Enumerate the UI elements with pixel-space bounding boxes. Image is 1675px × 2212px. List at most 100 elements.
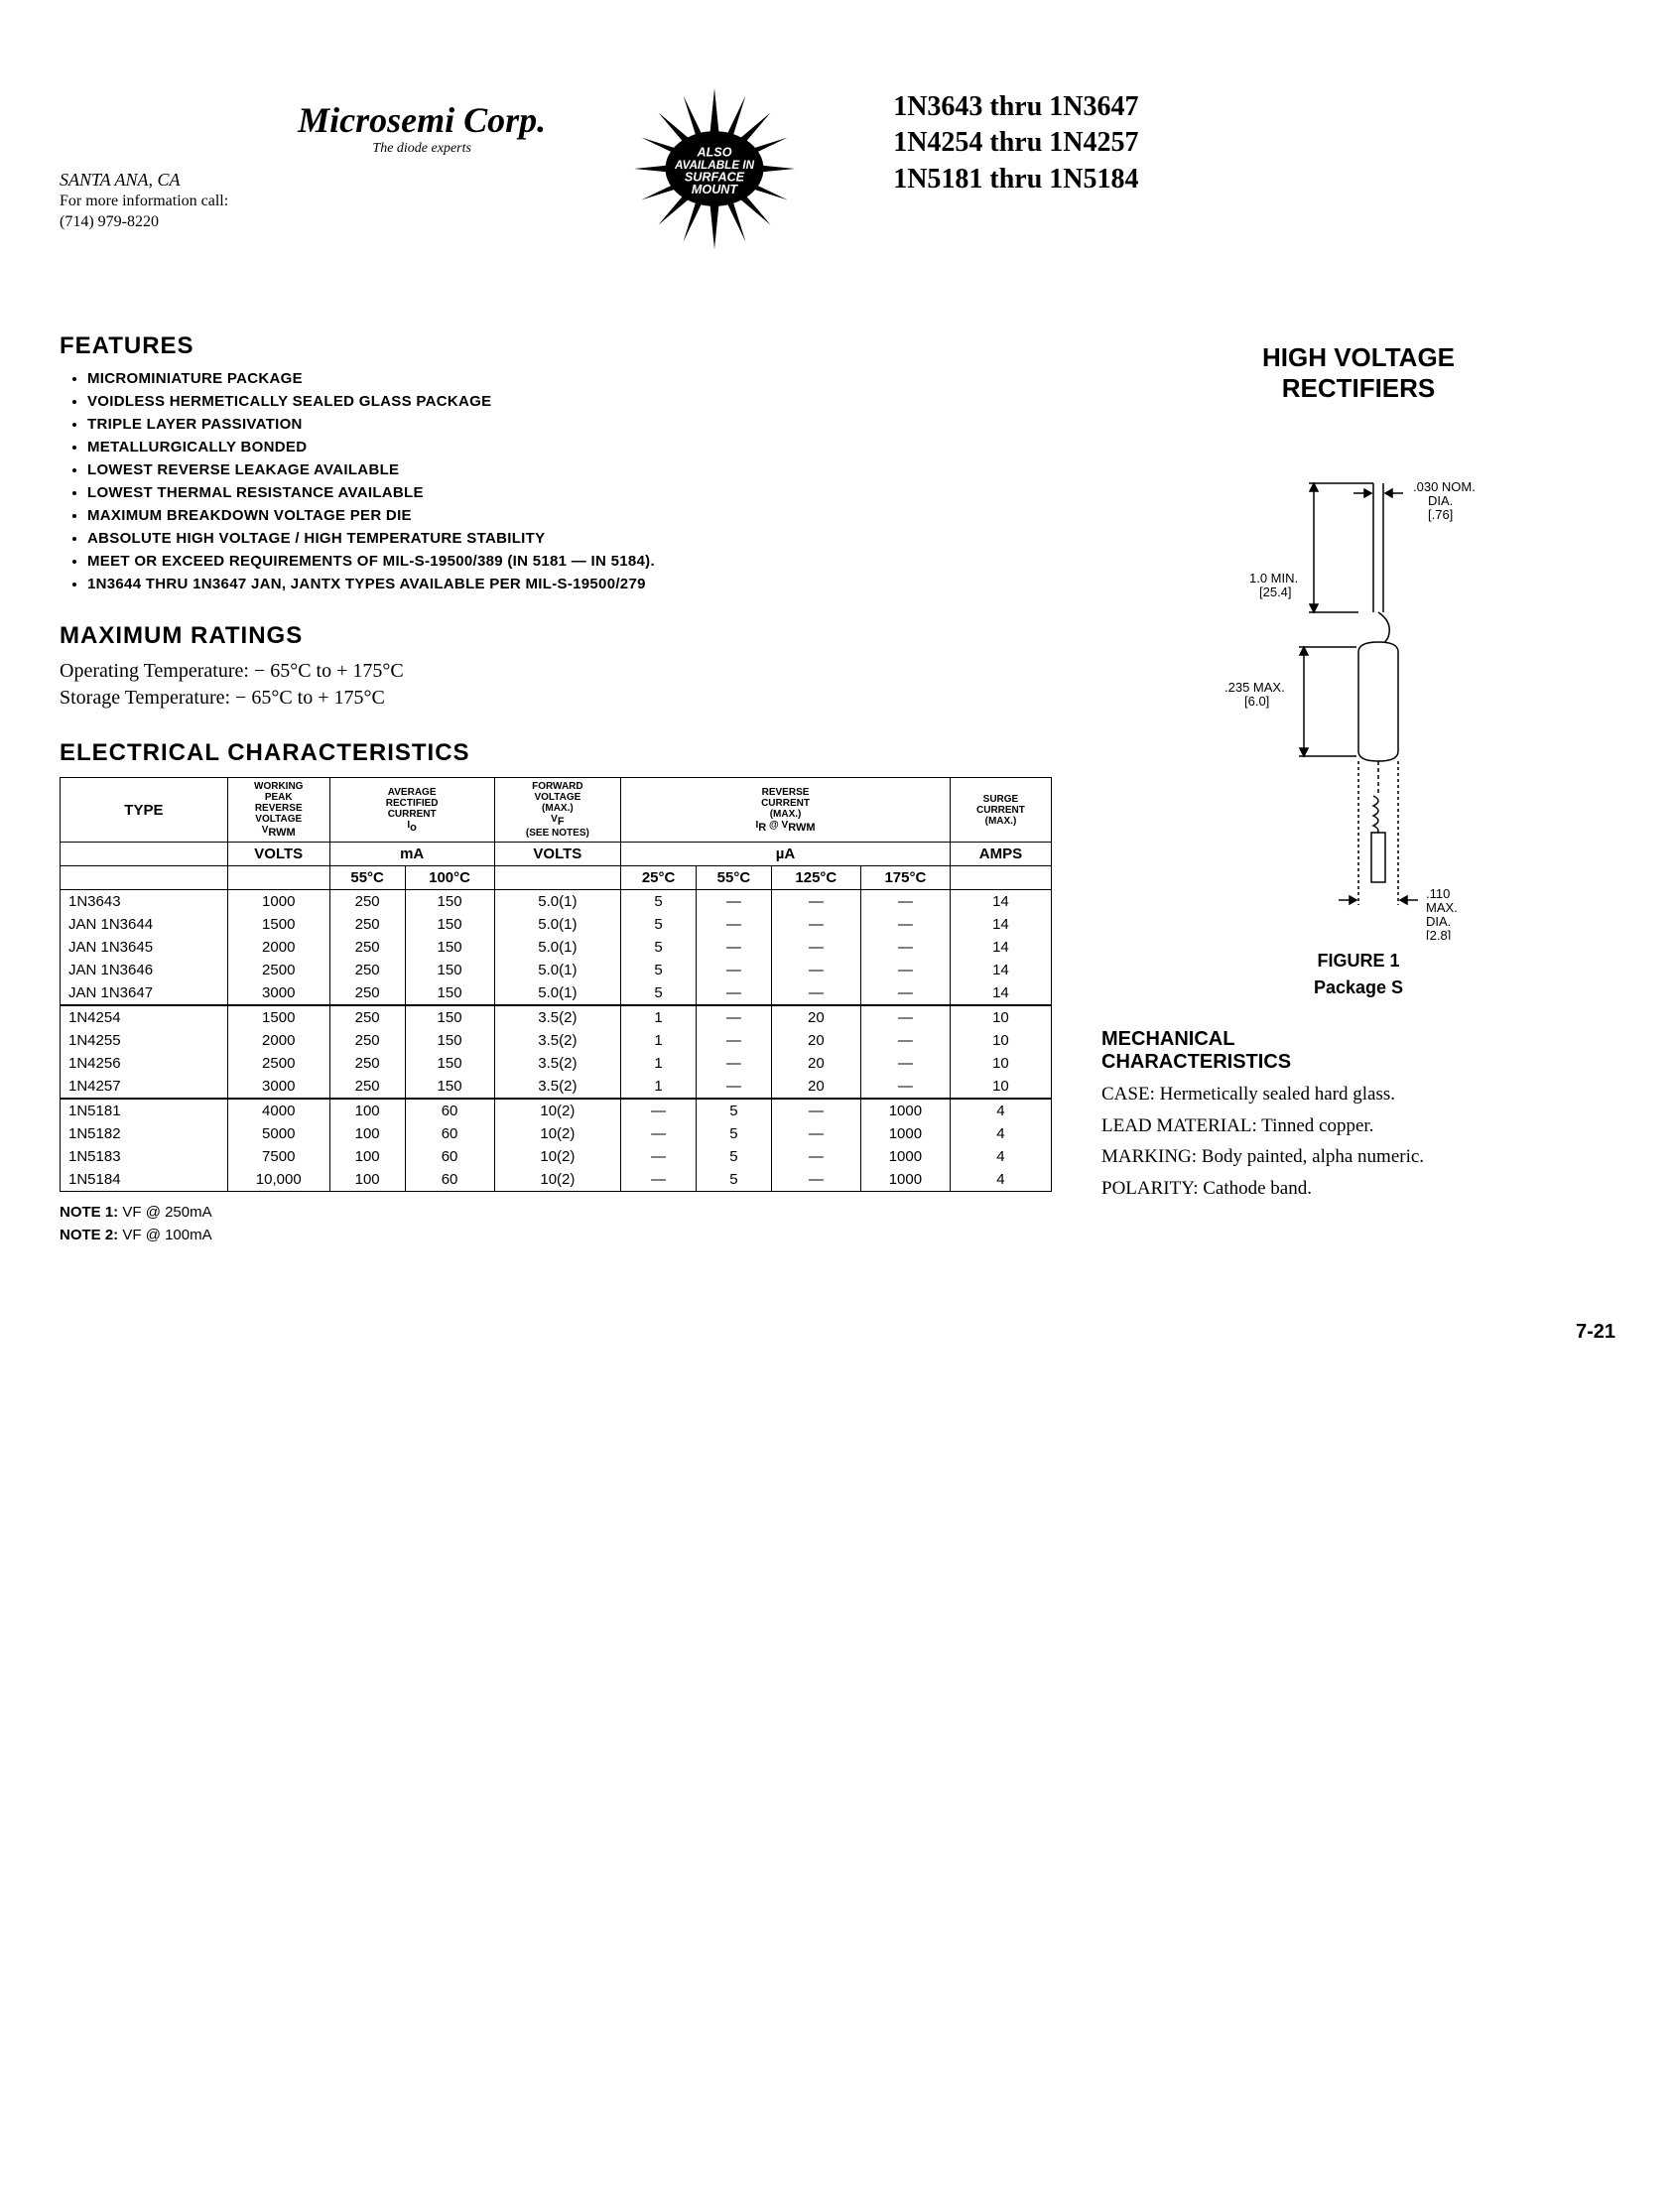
mech-marking: MARKING: Body painted, alpha numeric.: [1101, 1144, 1615, 1170]
table-cell: 250: [329, 890, 405, 914]
table-cell: JAN 1N3645: [61, 936, 228, 959]
table-cell: 1: [621, 1005, 697, 1029]
table-cell: 1000: [860, 1122, 950, 1145]
table-cell: 4000: [227, 1099, 329, 1122]
table-cell: 250: [329, 959, 405, 981]
table-cell: 150: [405, 959, 494, 981]
table-cell: 5.0(1): [494, 913, 621, 936]
table-cell: 14: [950, 913, 1051, 936]
table-cell: 10,000: [227, 1168, 329, 1192]
table-row: 1N425520002501503.5(2)1—20—10: [61, 1029, 1052, 1052]
unit-ma: mA: [329, 843, 494, 866]
table-cell: —: [621, 1122, 697, 1145]
table-cell: 100: [329, 1145, 405, 1168]
figure-caption-2: Package S: [1101, 977, 1615, 998]
table-row: JAN 1N364625002501505.0(1)5———14: [61, 959, 1052, 981]
table-cell: 7500: [227, 1145, 329, 1168]
table-cell: 150: [405, 981, 494, 1005]
table-cell: 3.5(2): [494, 1075, 621, 1099]
svg-text:MOUNT: MOUNT: [692, 183, 738, 196]
table-cell: 5.0(1): [494, 936, 621, 959]
table-cell: 10: [950, 1052, 1051, 1075]
table-cell: 3.5(2): [494, 1029, 621, 1052]
table-cell: 3.5(2): [494, 1052, 621, 1075]
table-cell: 10(2): [494, 1099, 621, 1122]
table-cell: 1N4255: [61, 1029, 228, 1052]
table-cell: —: [771, 959, 860, 981]
table-cell: —: [860, 936, 950, 959]
svg-text:ALSO: ALSO: [697, 145, 732, 159]
table-cell: 250: [329, 1029, 405, 1052]
table-cell: 1N5181: [61, 1099, 228, 1122]
table-cell: 3000: [227, 1075, 329, 1099]
address-info-line: For more information call:: [60, 192, 228, 212]
table-cell: —: [697, 959, 772, 981]
note-1: NOTE 1: VF @ 250mA: [60, 1204, 1052, 1221]
temp-55b: 55°C: [697, 866, 772, 890]
temp-blank3: [494, 866, 621, 890]
table-cell: 5.0(1): [494, 981, 621, 1005]
max-ratings-section: MAXIMUM RATINGS Operating Temperature: −…: [60, 622, 1052, 710]
feature-item: LOWEST REVERSE LEAKAGE AVAILABLE: [87, 461, 1052, 478]
table-cell: 100: [329, 1099, 405, 1122]
table-cell: 4: [950, 1145, 1051, 1168]
table-row: 1N518410,0001006010(2)—5—10004: [61, 1168, 1052, 1192]
temp-blank: [61, 866, 228, 890]
main-content: FEATURES MICROMINIATURE PACKAGEVOIDLESS …: [60, 303, 1615, 1344]
feature-item: METALLURGICALLY BONDED: [87, 439, 1052, 455]
table-cell: 5: [621, 959, 697, 981]
col-type: TYPE: [61, 778, 228, 843]
table-cell: —: [771, 1099, 860, 1122]
table-cell: 1: [621, 1029, 697, 1052]
table-cell: 3.5(2): [494, 1005, 621, 1029]
address-city: SANTA ANA, CA: [60, 169, 228, 192]
right-column: HIGH VOLTAGERECTIFIERS .030 NOM. DIA. [.…: [1101, 303, 1615, 1344]
feature-item: ABSOLUTE HIGH VOLTAGE / HIGH TEMPERATURE…: [87, 530, 1052, 547]
table-cell: 1000: [227, 890, 329, 914]
note-2: NOTE 2: VF @ 100mA: [60, 1227, 1052, 1243]
table-cell: 150: [405, 936, 494, 959]
page-number: 7-21: [1101, 1321, 1615, 1344]
figure-caption-1: FIGURE 1: [1101, 951, 1615, 972]
header-row: SANTA ANA, CA For more information call:…: [60, 50, 1615, 263]
table-cell: 2500: [227, 959, 329, 981]
table-cell: 60: [405, 1168, 494, 1192]
table-cell: 1500: [227, 1005, 329, 1029]
address-phone: (714) 979-8220: [60, 212, 228, 233]
ratings-title: MAXIMUM RATINGS: [60, 622, 1052, 650]
table-cell: 5.0(1): [494, 959, 621, 981]
part-line: 1N5181 thru 1N5184: [893, 162, 1615, 197]
svg-text:.110: .110: [1426, 886, 1450, 901]
table-cell: —: [697, 936, 772, 959]
table-cell: 250: [329, 1052, 405, 1075]
table-cell: 5.0(1): [494, 890, 621, 914]
svg-text:DIA.: DIA.: [1426, 914, 1451, 929]
brand-logo: Microsemi Corp. The diode experts: [258, 50, 585, 157]
table-cell: 1N4254: [61, 1005, 228, 1029]
table-row: 1N425625002501503.5(2)1—20—10: [61, 1052, 1052, 1075]
mech-case: CASE: Hermetically sealed hard glass.: [1101, 1082, 1615, 1107]
features-list: MICROMINIATURE PACKAGEVOIDLESS HERMETICA…: [60, 370, 1052, 592]
table-cell: —: [860, 913, 950, 936]
part-line: 1N4254 thru 1N4257: [893, 125, 1615, 161]
part-number-heading: 1N3643 thru 1N3647 1N4254 thru 1N4257 1N…: [893, 50, 1615, 197]
table-cell: —: [771, 1145, 860, 1168]
brand-name: Microsemi Corp.: [258, 99, 585, 141]
table-cell: —: [771, 936, 860, 959]
temp-125: 125°C: [771, 866, 860, 890]
mechanical-section: MECHANICALCHARACTERISTICS CASE: Hermetic…: [1101, 1028, 1615, 1202]
table-cell: 2000: [227, 936, 329, 959]
feature-item: MICROMINIATURE PACKAGE: [87, 370, 1052, 387]
unit-volts2: VOLTS: [494, 843, 621, 866]
table-cell: 1000: [860, 1145, 950, 1168]
unit-amps: AMPS: [950, 843, 1051, 866]
table-cell: 5: [697, 1122, 772, 1145]
table-cell: 20: [771, 1029, 860, 1052]
table-cell: 10(2): [494, 1168, 621, 1192]
svg-text:[25.4]: [25.4]: [1259, 585, 1292, 599]
table-cell: 100: [329, 1168, 405, 1192]
table-cell: —: [621, 1145, 697, 1168]
table-cell: —: [621, 1168, 697, 1192]
table-cell: 10: [950, 1005, 1051, 1029]
temp-100: 100°C: [405, 866, 494, 890]
